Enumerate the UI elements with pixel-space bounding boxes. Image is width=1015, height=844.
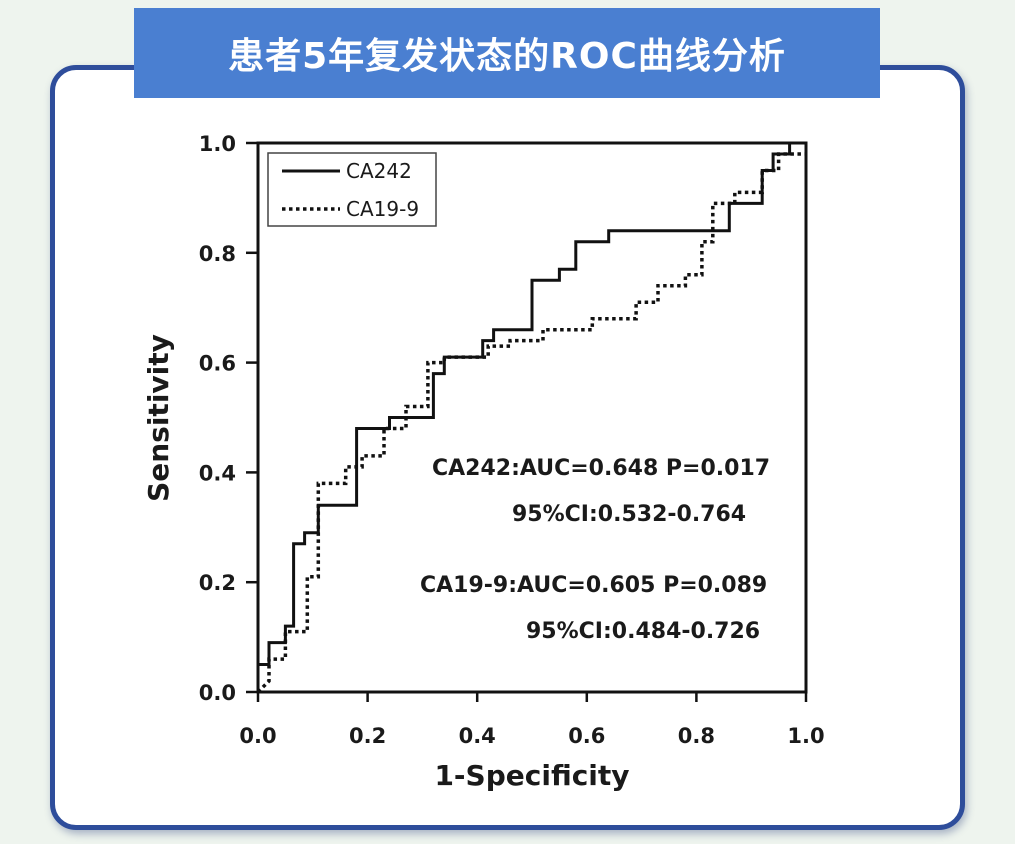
- annotation-ca242-auc: CA242:AUC=0.648 P=0.017: [432, 456, 770, 481]
- x-tick-label: 0.8: [678, 724, 715, 748]
- y-tick-label: 0.8: [199, 242, 236, 266]
- legend: CA242 CA19-9: [267, 152, 437, 227]
- y-tick-label: 0.0: [199, 681, 236, 705]
- y-tick-label: 0.6: [199, 352, 236, 376]
- banner-title: 患者5年复发状态的ROC曲线分析: [228, 36, 786, 77]
- y-ticks: 0.0 0.2 0.4 0.6 0.8 1.0: [199, 132, 258, 705]
- x-axis-title: 1-Specificity: [434, 759, 629, 792]
- x-ticks: 0.0 0.2 0.4 0.6 0.8 1.0: [239, 692, 825, 748]
- x-tick-label: 1.0: [787, 724, 824, 748]
- series-line-ca199: [256, 152, 806, 694]
- y-axis-title: Sensitivity: [142, 334, 175, 502]
- series-lines: [256, 141, 806, 694]
- annotation-ca242-ci: 95%CI:0.532-0.764: [512, 502, 746, 527]
- legend-label-ca242: CA242: [346, 159, 412, 183]
- x-tick-label: 0.4: [459, 724, 496, 748]
- x-tick-label: 0.0: [239, 724, 276, 748]
- y-tick-label: 0.2: [199, 571, 236, 595]
- annotation-ca199-ci: 95%CI:0.484-0.726: [526, 619, 760, 644]
- annotation-ca199-auc: CA19-9:AUC=0.605 P=0.089: [420, 573, 767, 598]
- plot-frame: [256, 141, 808, 694]
- y-tick-label: 1.0: [199, 132, 236, 156]
- chart-card: [50, 65, 965, 830]
- y-tick-label: 0.4: [199, 461, 236, 485]
- legend-label-ca199: CA19-9: [346, 197, 419, 221]
- x-tick-label: 0.6: [568, 724, 605, 748]
- legend-box: [267, 152, 437, 227]
- x-tick-label: 0.2: [349, 724, 386, 748]
- title-banner: 患者5年复发状态的ROC曲线分析: [134, 8, 880, 98]
